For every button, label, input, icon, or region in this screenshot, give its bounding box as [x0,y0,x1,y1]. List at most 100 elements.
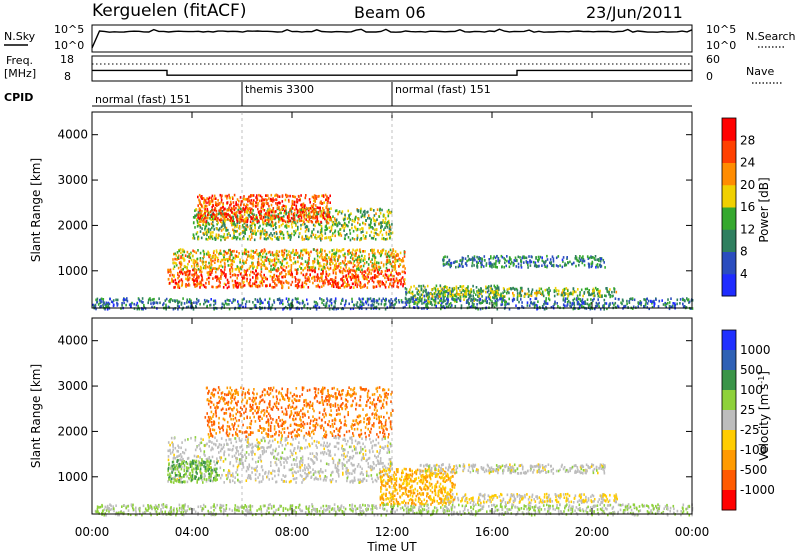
scatter-cell [213,213,215,216]
scatter-cell [296,219,299,223]
scatter-cell [100,304,102,308]
scatter-cell [223,218,226,221]
scatter-cell [500,303,502,307]
scatter-cell [333,422,336,425]
scatter-cell [190,301,192,305]
scatter-cell [322,208,325,212]
scatter-cell [206,265,209,269]
scatter-cell [218,425,220,429]
scatter-cell [605,302,608,305]
scatter-cell [325,304,328,308]
scatter-cell [324,305,327,308]
scatter-cell [334,209,337,213]
scatter-cell [446,261,449,264]
scatter-cell [502,287,505,290]
scatter-cell [272,227,275,231]
scatter-cell [272,276,274,279]
scatter-cell [262,301,264,305]
scatter-cell [561,258,564,262]
scatter-cell [252,282,254,285]
scatter-cell [599,265,602,269]
scatter-cell [199,209,202,212]
scatter-cell [196,302,198,305]
scatter-cell [121,302,123,305]
scatter-cell [614,301,617,305]
scatter-cell [442,304,445,308]
scatter-cell [306,215,309,219]
scatter-cell [289,194,291,198]
scatter-cell [431,295,434,298]
scatter-cell [221,265,224,269]
scatter-cell [259,305,261,309]
scatter-cell [286,232,289,235]
scatter-cell [440,289,443,293]
scatter-cell [236,286,239,289]
scatter-cell [267,218,269,222]
scatter-cell [358,307,361,310]
scatter-cell [255,280,258,284]
scatter-cell [587,290,589,294]
scatter-cell [496,307,499,311]
scatter-cell [394,250,397,253]
scatter-cell [206,209,209,213]
scatter-cell [276,267,279,271]
scatter-cell [289,269,291,272]
scatter-cell [427,291,429,295]
scatter-cell [195,271,197,274]
scatter-cell [246,274,248,277]
scatter-cell [325,263,328,267]
scatter-cell [269,217,272,221]
scatter-cell [227,212,229,216]
scatter-cell [426,293,429,297]
scatter-cell [209,237,211,240]
scatter-cell [579,299,582,302]
scatter-cell [308,268,311,272]
scatter-cell [270,216,272,219]
scatter-cell [266,392,269,395]
scatter-cell [314,204,317,207]
scatter-cell [262,252,264,256]
scatter-cell [527,287,530,291]
scatter-cell [342,224,344,227]
scatter-cell [178,249,180,253]
scatter-cell [303,412,306,416]
scatter-cell [417,293,420,296]
scatter-cell [569,260,571,264]
scatter-cell [291,225,293,229]
scatter-cell [493,255,495,258]
scatter-cell [231,253,233,257]
scatter-cell [208,203,211,206]
scatter-cell [334,302,336,305]
scatter-cell [516,259,518,263]
scatter-cell [614,297,617,300]
scatter-cell [178,279,181,283]
scatter-cell [195,260,198,264]
scatter-cell [388,299,391,303]
scatter-cell [314,200,316,203]
scatter-cell [520,266,523,269]
scatter-cell [544,302,547,305]
scatter-cell [135,303,138,307]
scatter-cell [491,263,494,266]
scatter-cell [350,268,353,272]
scatter-cell [668,301,671,304]
scatter-cell [338,221,340,224]
scatter-cell [494,296,496,299]
scatter-cell [374,262,376,266]
scatter-cell [352,265,355,269]
scatter-cell [265,212,267,215]
scatter-cell [224,276,227,279]
scatter-cell [314,424,317,427]
scatter-cell [294,276,296,279]
scatter-cell [269,253,272,257]
scatter-cell [219,207,222,210]
scatter-cell [291,275,294,279]
scatter-cell [402,257,404,260]
scatter-cell [599,259,602,263]
scatter-cell [373,298,375,301]
scatter-cell [333,307,335,311]
scatter-cell [464,292,466,296]
scatter-cell [506,288,509,291]
scatter-cell [535,257,537,260]
scatter-cell [291,273,293,276]
